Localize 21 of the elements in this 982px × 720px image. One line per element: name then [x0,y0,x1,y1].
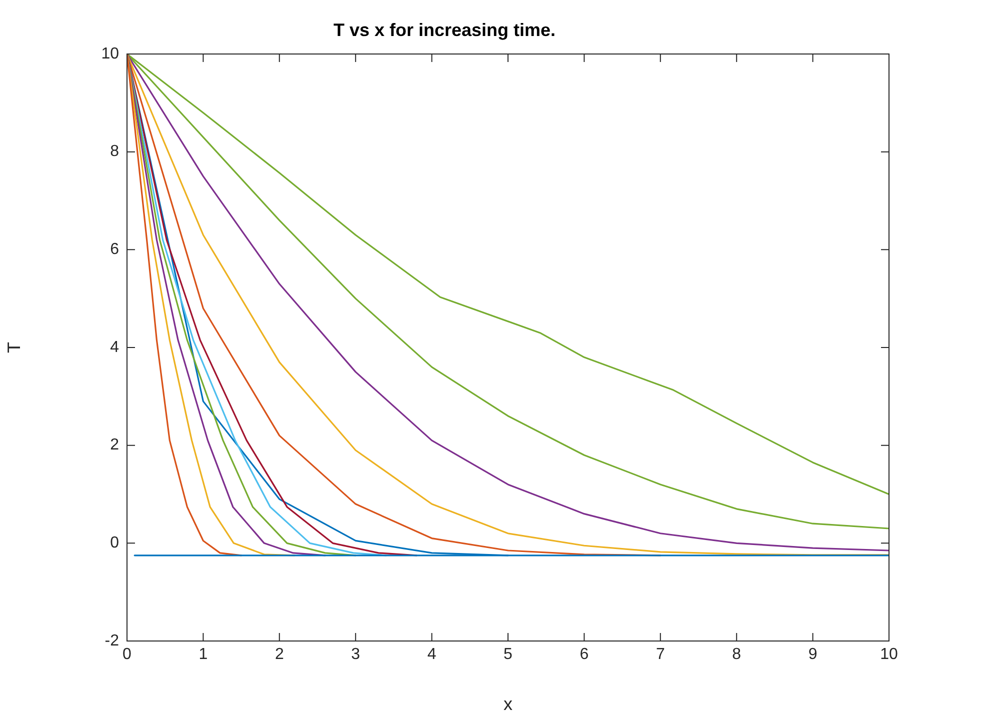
x-tick-label: 5 [504,646,513,664]
x-tick-label: 8 [732,646,742,664]
x-tick-label: 4 [427,646,436,664]
y-tick-label: 10 [101,45,120,62]
y-tick-label: 2 [110,436,120,454]
x-axis-title: x [504,694,512,714]
x-tick-label: 0 [122,646,132,664]
x-tick-label: 2 [274,646,284,664]
y-axis-title: T [4,342,24,353]
x-tick-label: 6 [580,646,589,664]
chart-title: T vs x for increasing time. [333,20,556,40]
y-tick-label: -2 [104,632,120,650]
y-tick-label: 0 [110,534,120,552]
x-tick-label: 7 [656,646,665,664]
x-tick-label: 9 [808,646,818,664]
y-tick-label: 4 [110,338,120,356]
x-tick-label: 10 [880,646,898,664]
y-tick-label: 6 [110,241,120,258]
y-tick-label: 8 [110,143,120,160]
x-tick-label: 3 [351,646,360,664]
x-tick-label: 1 [198,646,208,664]
